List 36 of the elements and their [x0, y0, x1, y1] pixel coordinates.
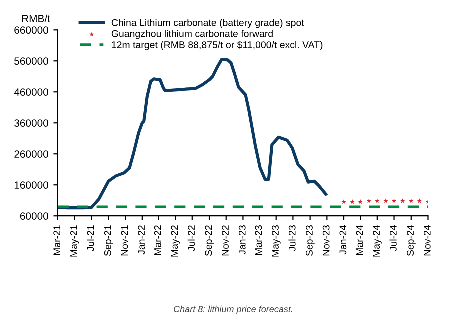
legend-label: China Lithium carbonate (battery grade) spot [112, 19, 304, 28]
x-tick-label: Jan-22 [138, 226, 146, 255]
caption: Chart 8: lithium price forecast. [174, 306, 292, 314]
x-tick-label: Jul-22 [188, 226, 196, 252]
x-tick-label: Nov-23 [322, 226, 330, 256]
legend-label: 12m target (RMB 88,875/t or $11,000/t excl. VAT) [112, 41, 323, 50]
x-tick-label: Mar-24 [356, 225, 364, 256]
legend-label: Guangzhou lithium carbonate forward [112, 30, 273, 40]
y-tick-label: 560000 [14, 58, 48, 66]
x-tick-label: Jul-24 [390, 225, 397, 252]
x-tick-label: Mar-21 [54, 226, 61, 256]
x-tick-label: Jan-23 [238, 226, 246, 255]
y-tick-label: 460000 [14, 88, 48, 96]
y-axis-title: RMB/t [22, 14, 50, 22]
x-tick-label: Sep-22 [205, 226, 214, 256]
x-tick-label: May-21 [70, 226, 80, 257]
x-tick-label: May-23 [272, 226, 281, 257]
x-tick-label: Jul-23 [288, 226, 296, 252]
x-tick-label: May-22 [171, 226, 180, 257]
line-series [58, 58, 328, 210]
x-tick-label: Sep-23 [306, 226, 315, 256]
x-tick-label: May-24 [373, 225, 382, 257]
x-tick-label: Mar-22 [154, 226, 162, 256]
y-tick-label: 160000 [14, 182, 48, 189]
x-tick-label: Nov-21 [121, 226, 128, 256]
x-tick-label: Nov-22 [222, 226, 229, 256]
y-tick-label: 660000 [14, 26, 48, 34]
x-tick-label: Sep-21 [104, 226, 114, 256]
y-tick-label: 60000 [20, 212, 48, 220]
y-tick-label: 260000 [14, 150, 48, 158]
y-tick-label: 360000 [14, 120, 48, 127]
x-tick-label: Jan-24 [340, 225, 347, 255]
x-tick-label: Sep-24 [407, 225, 416, 256]
x-tick-label: Mar-23 [255, 226, 262, 256]
x-tick-label: Jul-21 [87, 226, 94, 252]
x-tick-label: Nov-24 [424, 225, 431, 256]
